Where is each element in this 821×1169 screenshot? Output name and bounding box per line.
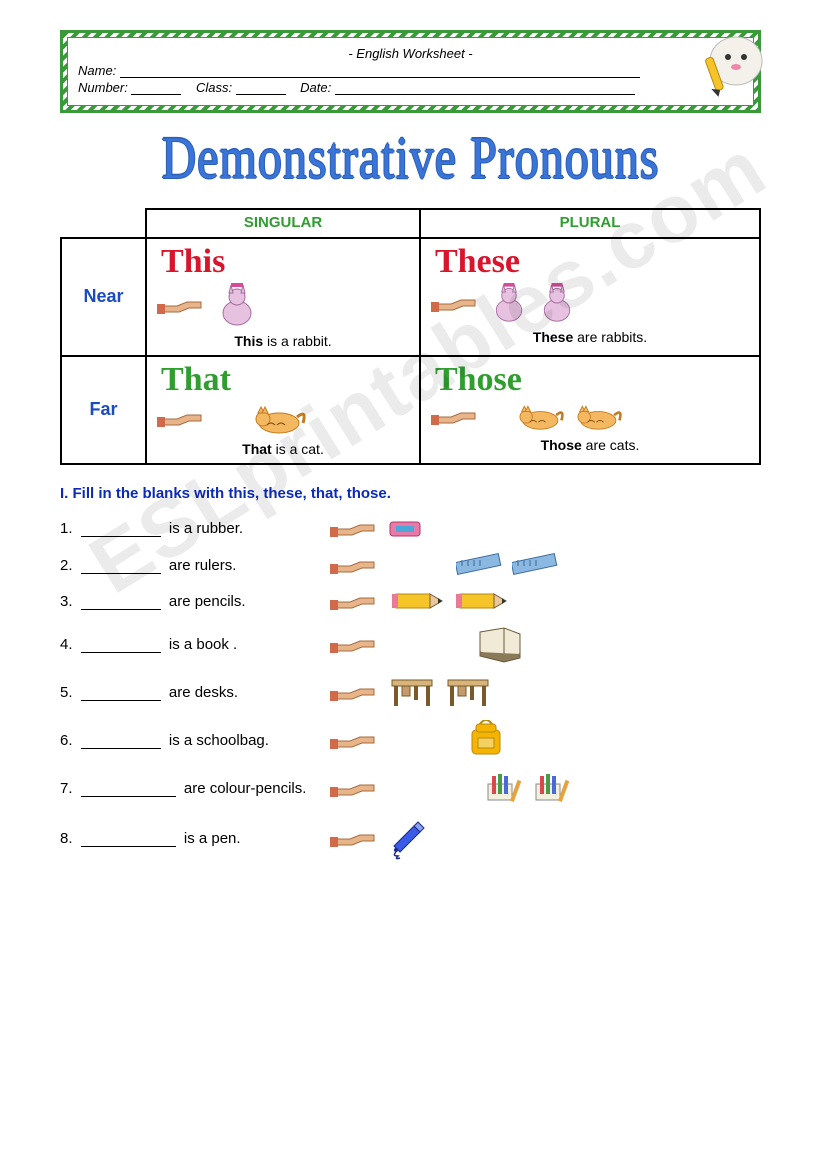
answer-blank[interactable]	[81, 733, 161, 749]
col-plural: PLURAL	[420, 209, 760, 238]
ex-that-b: That	[242, 441, 272, 457]
col-singular: SINGULAR	[146, 209, 420, 238]
ruler-icon	[512, 552, 560, 578]
ex-num: 3.	[60, 593, 73, 610]
ex-sent: are pencils.	[165, 593, 246, 610]
answer-blank[interactable]	[81, 521, 161, 537]
answer-blank[interactable]	[81, 637, 161, 653]
answer-blank[interactable]	[81, 831, 176, 847]
ex-num: 7.	[60, 780, 73, 797]
ex-sent: is a rubber.	[165, 520, 243, 537]
exercise-item: 2. are rulers.	[60, 552, 761, 578]
rubber-icon	[388, 514, 428, 542]
ex-num: 5.	[60, 684, 73, 701]
hand-icon	[330, 825, 380, 851]
hand-icon	[157, 405, 207, 431]
word-those: Those	[427, 361, 753, 399]
answer-blank[interactable]	[81, 594, 161, 610]
schoolbag-icon	[466, 720, 508, 760]
rabbit-icon	[537, 283, 577, 323]
pronoun-table: SINGULAR PLURAL Near This This is a rabb…	[60, 208, 761, 465]
page-title: Demonstrative Pronouns	[60, 124, 761, 193]
cat-icon	[575, 401, 625, 431]
ex-num: 6.	[60, 732, 73, 749]
ex-sent: are desks.	[165, 684, 238, 701]
hand-icon	[330, 679, 380, 705]
exercise-item: 6. is a schoolbag.	[60, 720, 761, 760]
header-inner: - English Worksheet - Name: Number: Clas…	[67, 37, 754, 106]
date-blank[interactable]	[335, 81, 635, 95]
ex-this-r: is a rabbit.	[263, 333, 331, 349]
cat-icon	[517, 401, 567, 431]
hand-icon	[330, 775, 380, 801]
ex-those-r: are cats.	[582, 437, 640, 453]
ex-num: 8.	[60, 830, 73, 847]
number-blank[interactable]	[131, 81, 181, 95]
exercise-item: 3. are pencils.	[60, 588, 761, 614]
number-label: Number:	[78, 80, 128, 95]
ex-num: 4.	[60, 636, 73, 653]
colour-pencils-icon	[534, 770, 574, 806]
ex-these-b: These	[533, 329, 573, 345]
name-blank[interactable]	[120, 64, 640, 78]
exercise-item: 7. are colour-pencils.	[60, 770, 761, 806]
hand-icon	[431, 290, 481, 316]
cell-those: Those Those are cats.	[420, 356, 760, 464]
exercise-item: 8. is a pen.	[60, 816, 761, 860]
hand-icon	[330, 515, 380, 541]
header-box: - English Worksheet - Name: Number: Clas…	[60, 30, 761, 113]
hand-icon	[157, 292, 207, 318]
desk-icon	[444, 674, 492, 710]
ruler-icon	[456, 552, 504, 578]
name-label: Name:	[78, 63, 116, 78]
hand-icon	[330, 631, 380, 657]
exercise-item: 4. is a book .	[60, 624, 761, 664]
exercise-instruction: I. Fill in the blanks with this, these, …	[60, 485, 761, 502]
rabbit-icon	[215, 283, 259, 327]
row-near: Near	[61, 238, 146, 356]
cell-that: That That is a cat.	[146, 356, 420, 464]
ex-sent: is a pen.	[180, 830, 241, 847]
book-icon	[476, 624, 524, 664]
pencil-icon	[452, 588, 508, 614]
row-far: Far	[61, 356, 146, 464]
exercise-item: 5. are desks.	[60, 674, 761, 710]
hand-icon	[330, 588, 380, 614]
answer-blank[interactable]	[81, 558, 161, 574]
answer-blank[interactable]	[81, 781, 176, 797]
ex-sent: are colour-pencils.	[180, 780, 307, 797]
class-blank[interactable]	[236, 81, 286, 95]
date-label: Date:	[300, 80, 331, 95]
word-these: These	[427, 243, 753, 281]
hand-icon	[431, 403, 481, 429]
ex-sent: is a book .	[165, 636, 238, 653]
word-this: This	[153, 243, 413, 281]
ex-those-b: Those	[541, 437, 582, 453]
exercise-item: 1. is a rubber.	[60, 514, 761, 542]
worksheet-subtitle: - English Worksheet -	[78, 46, 743, 61]
colour-pencils-icon	[486, 770, 526, 806]
cell-these: These These are rabbits.	[420, 238, 760, 356]
hand-icon	[330, 727, 380, 753]
rabbit-icon	[489, 283, 529, 323]
mascot-icon	[696, 21, 776, 101]
ex-sent: is a schoolbag.	[165, 732, 269, 749]
class-label: Class:	[196, 80, 232, 95]
pen-icon	[388, 816, 432, 860]
ex-this-b: This	[234, 333, 263, 349]
ex-that-r: is a cat.	[272, 441, 324, 457]
answer-blank[interactable]	[81, 685, 161, 701]
word-that: That	[153, 361, 413, 399]
ex-num: 2.	[60, 557, 73, 574]
pencil-icon	[388, 588, 444, 614]
hand-icon	[330, 552, 380, 578]
ex-these-r: are rabbits.	[573, 329, 647, 345]
cell-this: This This is a rabbit.	[146, 238, 420, 356]
cat-icon	[253, 401, 309, 435]
ex-sent: are rulers.	[165, 557, 237, 574]
ex-num: 1.	[60, 520, 73, 537]
desk-icon	[388, 674, 436, 710]
